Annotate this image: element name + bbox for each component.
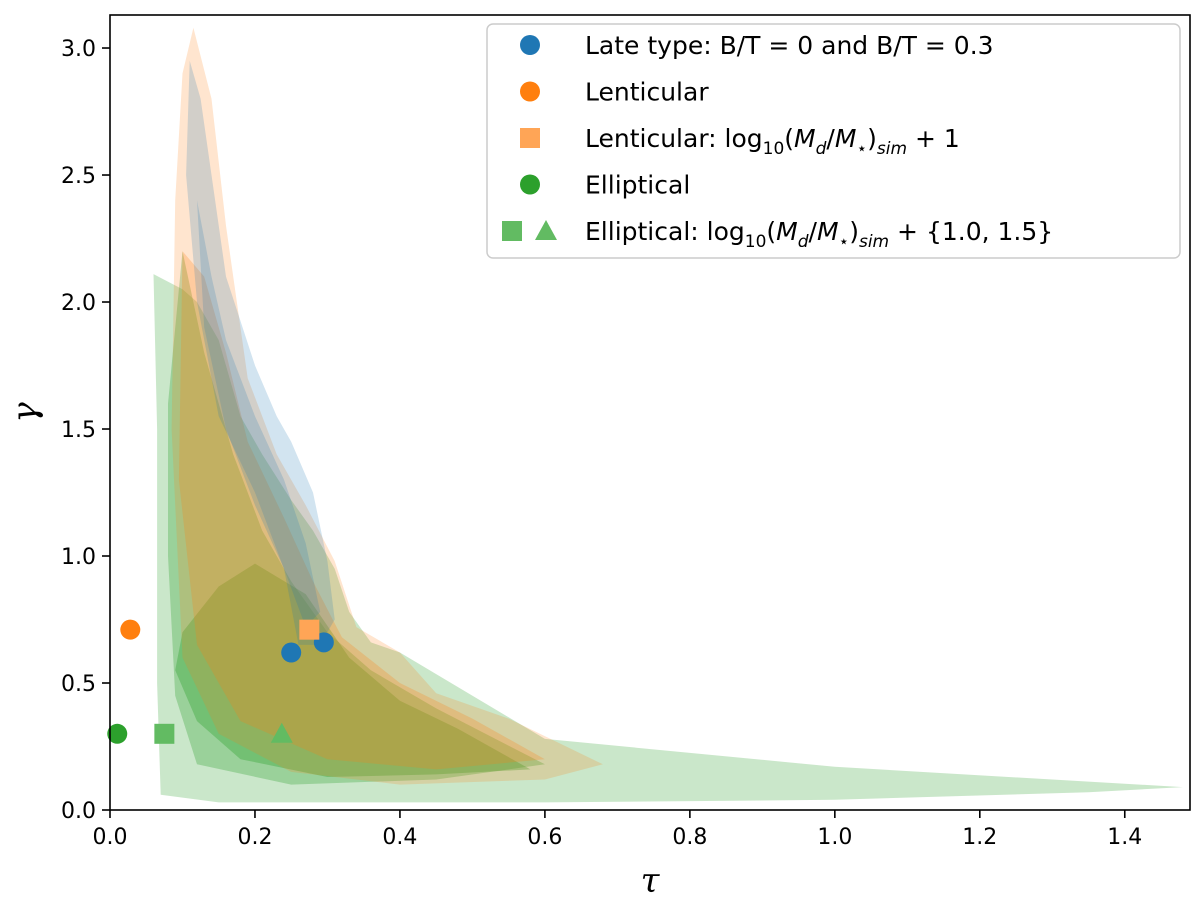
elliptical-region-outer	[153, 274, 1183, 803]
legend-label: Lenticular	[585, 78, 709, 107]
x-tick-label: 1.0	[817, 825, 852, 850]
legend-label: Late type: B/T = 0 and B/T = 0.3	[585, 31, 994, 60]
plot-frame	[109, 14, 1191, 811]
legend-marker	[502, 221, 522, 241]
data-point-4-0	[154, 723, 175, 744]
legend-marker	[520, 174, 540, 195]
x-tick-label: 0.4	[382, 825, 417, 850]
data-points	[107, 619, 334, 744]
elliptical-region-core	[175, 563, 531, 777]
legend-label: Elliptical	[585, 171, 690, 200]
y-tick-label: 1.0	[61, 545, 96, 570]
y-axis-ticks: 0.0 0.5 1.0 1.5 2.0 2.5 3.0	[61, 37, 110, 824]
y-tick-label: 2.5	[61, 164, 96, 189]
late_type-region-outer	[186, 60, 335, 645]
x-axis-label: τ	[641, 861, 661, 901]
legend-box	[486, 23, 1181, 259]
x-tick-label: 0.0	[93, 825, 128, 850]
legend-marker	[535, 220, 557, 240]
lenticular-region-outer	[171, 27, 603, 785]
data-point-3-0	[107, 723, 128, 744]
x-tick-label: 0.8	[672, 825, 707, 850]
x-tick-label: 0.2	[237, 825, 272, 850]
y-tick-label: 3.0	[61, 37, 96, 62]
x-axis-ticks: 0.0 0.2 0.4 0.6 0.8 1.0 1.2 1.4	[93, 810, 1142, 850]
legend-label: Elliptical: log10(Md/M⋆)sim + {1.0, 1.5}	[585, 217, 1053, 252]
y-tick-label: 2.0	[61, 291, 96, 316]
data-point-0-0	[281, 642, 302, 663]
elliptical-region-inner	[168, 251, 545, 785]
lenticular-region-inner	[178, 251, 545, 770]
data-point-2-0	[299, 619, 320, 640]
data-point-1-0	[120, 619, 141, 640]
late_type-region-inner	[197, 200, 321, 628]
legend-marker	[520, 81, 540, 102]
y-axis-label: γ	[5, 402, 45, 423]
y-tick-label: 0.5	[61, 672, 96, 697]
legend-marker	[520, 35, 540, 55]
x-tick-label: 0.6	[527, 825, 562, 850]
y-tick-label: 0.0	[61, 799, 96, 824]
legend: Late type: B/T = 0 and B/T = 0.3 Lenticul…	[486, 23, 1181, 259]
legend-label: Lenticular: log10(Md/M⋆)sim + 1	[585, 124, 960, 159]
data-point-5-0	[270, 722, 293, 743]
y-tick-label: 1.5	[61, 418, 96, 443]
confidence-regions	[153, 27, 1183, 803]
x-tick-label: 1.4	[1107, 825, 1142, 850]
legend-marker	[520, 128, 540, 148]
x-tick-label: 1.2	[962, 825, 997, 850]
